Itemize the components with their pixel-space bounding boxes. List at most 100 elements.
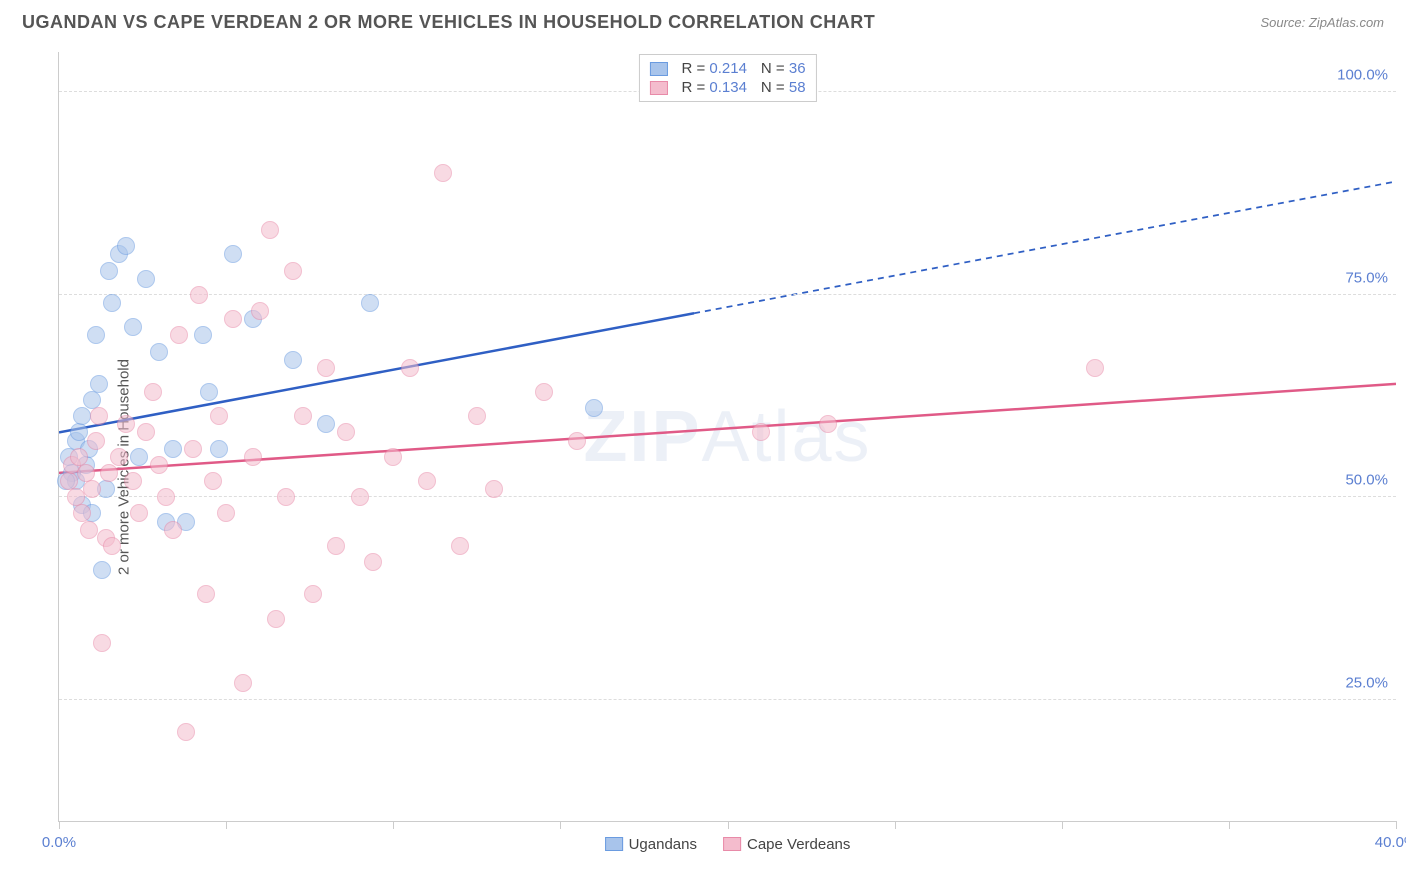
data-point: [130, 504, 148, 522]
data-point: [317, 415, 335, 433]
data-point: [157, 488, 175, 506]
data-point: [137, 270, 155, 288]
x-tick: [1229, 821, 1230, 829]
data-point: [468, 407, 486, 425]
data-point: [103, 294, 121, 312]
data-point: [197, 585, 215, 603]
data-point: [100, 464, 118, 482]
data-point: [337, 423, 355, 441]
data-point: [103, 537, 121, 555]
data-point: [117, 415, 135, 433]
data-point: [184, 440, 202, 458]
data-point: [251, 302, 269, 320]
chart-title: UGANDAN VS CAPE VERDEAN 2 OR MORE VEHICL…: [22, 12, 875, 33]
legend-item-capeverdeans: Cape Verdeans: [723, 836, 850, 853]
data-point: [434, 164, 452, 182]
gridline: [59, 294, 1396, 295]
data-point: [124, 318, 142, 336]
x-tick-label: 0.0%: [42, 834, 76, 851]
correlation-legend: R = 0.214 N = 36 R = 0.134 N = 58: [638, 54, 816, 102]
data-point: [73, 407, 91, 425]
data-point: [1086, 359, 1104, 377]
r-label: R = 0.134: [681, 79, 746, 96]
data-point: [568, 432, 586, 450]
data-point: [361, 294, 379, 312]
data-point: [93, 561, 111, 579]
data-point: [304, 585, 322, 603]
data-point: [217, 504, 235, 522]
data-point: [170, 326, 188, 344]
data-point: [137, 423, 155, 441]
data-point: [204, 472, 222, 490]
data-point: [284, 262, 302, 280]
data-point: [144, 383, 162, 401]
data-point: [87, 432, 105, 450]
data-point: [224, 310, 242, 328]
trend-lines-layer: [59, 52, 1396, 821]
watermark: ZIPAtlas: [583, 396, 871, 478]
data-point: [164, 440, 182, 458]
legend-swatch-icon: [723, 837, 741, 851]
source-attribution: Source: ZipAtlas.com: [1260, 15, 1384, 30]
data-point: [130, 448, 148, 466]
data-point: [224, 245, 242, 263]
data-point: [194, 326, 212, 344]
data-point: [90, 375, 108, 393]
y-tick-label: 50.0%: [1345, 472, 1388, 489]
legend-swatch-icon: [605, 837, 623, 851]
data-point: [190, 286, 208, 304]
x-tick: [728, 821, 729, 829]
legend-swatch-capeverdeans: [649, 81, 667, 95]
data-point: [93, 634, 111, 652]
series-legend: Ugandans Cape Verdeans: [605, 836, 851, 853]
data-point: [70, 423, 88, 441]
x-tick: [226, 821, 227, 829]
data-point: [317, 359, 335, 377]
data-point: [364, 553, 382, 571]
data-point: [752, 423, 770, 441]
data-point: [177, 723, 195, 741]
y-tick-label: 25.0%: [1345, 674, 1388, 691]
data-point: [83, 480, 101, 498]
data-point: [110, 448, 128, 466]
data-point: [384, 448, 402, 466]
y-tick-label: 75.0%: [1345, 269, 1388, 286]
x-tick: [59, 821, 60, 829]
data-point: [284, 351, 302, 369]
data-point: [150, 343, 168, 361]
chart-container: 2 or more Vehicles in Household ZIPAtlas…: [48, 52, 1396, 882]
y-tick-label: 100.0%: [1337, 67, 1388, 84]
data-point: [164, 521, 182, 539]
data-point: [535, 383, 553, 401]
data-point: [244, 448, 262, 466]
data-point: [585, 399, 603, 417]
data-point: [485, 480, 503, 498]
x-tick: [1396, 821, 1397, 829]
data-point: [327, 537, 345, 555]
legend-swatch-ugandans: [649, 62, 667, 76]
data-point: [124, 472, 142, 490]
x-tick: [1062, 821, 1063, 829]
data-point: [451, 537, 469, 555]
data-point: [261, 221, 279, 239]
gridline: [59, 699, 1396, 700]
x-tick: [895, 821, 896, 829]
legend-item-ugandans: Ugandans: [605, 836, 697, 853]
data-point: [234, 674, 252, 692]
x-tick-label: 40.0%: [1375, 834, 1406, 851]
x-tick: [393, 821, 394, 829]
gridline: [59, 496, 1396, 497]
data-point: [210, 407, 228, 425]
n-label: N = 58: [761, 79, 806, 96]
data-point: [401, 359, 419, 377]
data-point: [277, 488, 295, 506]
data-point: [117, 237, 135, 255]
plot-area: ZIPAtlas R = 0.214 N = 36 R = 0.134 N = …: [58, 52, 1396, 822]
data-point: [351, 488, 369, 506]
data-point: [819, 415, 837, 433]
legend-row: R = 0.134 N = 58: [649, 78, 805, 97]
data-point: [200, 383, 218, 401]
data-point: [150, 456, 168, 474]
data-point: [80, 521, 98, 539]
data-point: [418, 472, 436, 490]
